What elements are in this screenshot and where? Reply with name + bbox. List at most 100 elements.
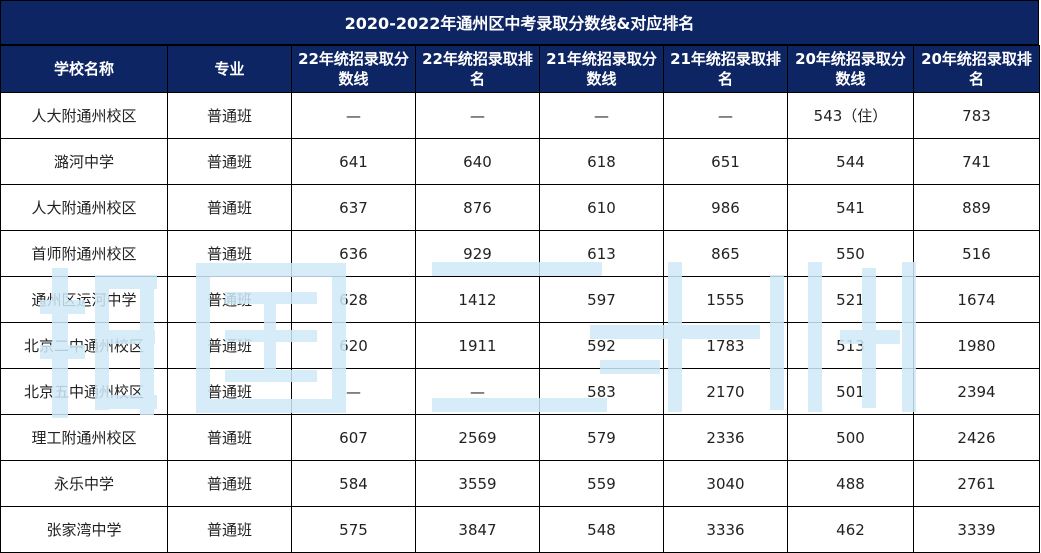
table-cell: 北京五中通州校区 bbox=[0, 368, 168, 415]
table-cell: 人大附通州校区 bbox=[0, 184, 168, 231]
table-cell: 783 bbox=[913, 92, 1040, 139]
table-cell: 理工附通州校区 bbox=[0, 414, 168, 461]
table-cell: 579 bbox=[539, 414, 664, 461]
table-row: 首师附通州校区 普通班 636 929 613 865 550 516 bbox=[0, 230, 1040, 277]
table-row: 通州区运河中学 普通班 628 1412 597 1555 521 1674 bbox=[0, 276, 1040, 323]
table-title: 2020-2022年通州区中考录取分数线&对应排名 bbox=[0, 0, 1039, 45]
table-cell: 普通班 bbox=[167, 322, 292, 369]
table-cell: — bbox=[539, 92, 664, 139]
table-cell: 521 bbox=[787, 276, 914, 323]
table-cell: 513 bbox=[787, 322, 914, 369]
score-table: 学校名称 专业 22年统招录取分数线 22年统招录取排名 21年统招录取分数线 … bbox=[0, 45, 1040, 553]
table-cell: 1783 bbox=[663, 322, 788, 369]
table-cell: 1674 bbox=[913, 276, 1040, 323]
table-cell: 普通班 bbox=[167, 414, 292, 461]
table-cell: 3559 bbox=[415, 460, 540, 507]
column-header: 专业 bbox=[167, 45, 292, 93]
table-cell: 651 bbox=[663, 138, 788, 185]
table-cell: 潞河中学 bbox=[0, 138, 168, 185]
table-cell: 3847 bbox=[415, 506, 540, 553]
table-cell: 2761 bbox=[913, 460, 1040, 507]
table-cell: 607 bbox=[291, 414, 416, 461]
table-cell: 741 bbox=[913, 138, 1040, 185]
table-cell: 2569 bbox=[415, 414, 540, 461]
table-cell: 张家湾中学 bbox=[0, 506, 168, 553]
table-cell: 北京二中通州校区 bbox=[0, 322, 168, 369]
table-cell: 876 bbox=[415, 184, 540, 231]
table-cell: — bbox=[291, 92, 416, 139]
table-row: 人大附通州校区 普通班 — — — — 543（住） 783 bbox=[0, 92, 1040, 139]
table-cell: 559 bbox=[539, 460, 664, 507]
table-cell: 普通班 bbox=[167, 92, 292, 139]
table-cell: 628 bbox=[291, 276, 416, 323]
table-cell: 543（住） bbox=[787, 92, 914, 139]
table-cell: 1555 bbox=[663, 276, 788, 323]
table-cell: — bbox=[663, 92, 788, 139]
table-cell: 620 bbox=[291, 322, 416, 369]
table-cell: 929 bbox=[415, 230, 540, 277]
table-cell: 889 bbox=[913, 184, 1040, 231]
table-cell: 865 bbox=[663, 230, 788, 277]
table-cell: 548 bbox=[539, 506, 664, 553]
table-cell: 2170 bbox=[663, 368, 788, 415]
table-cell: 636 bbox=[291, 230, 416, 277]
table-cell: 550 bbox=[787, 230, 914, 277]
table-row: 人大附通州校区 普通班 637 876 610 986 541 889 bbox=[0, 184, 1040, 231]
table-cell: 普通班 bbox=[167, 230, 292, 277]
table-cell: 普通班 bbox=[167, 506, 292, 553]
table-cell: 普通班 bbox=[167, 276, 292, 323]
column-header: 21年统招录取排名 bbox=[663, 45, 788, 93]
table-cell: 613 bbox=[539, 230, 664, 277]
table-cell: 637 bbox=[291, 184, 416, 231]
table-row: 理工附通州校区 普通班 607 2569 579 2336 500 2426 bbox=[0, 414, 1040, 461]
table-cell: 普通班 bbox=[167, 460, 292, 507]
table-cell: 544 bbox=[787, 138, 914, 185]
column-header: 20年统招录取排名 bbox=[913, 45, 1040, 93]
table-cell: 488 bbox=[787, 460, 914, 507]
table-cell: 2394 bbox=[913, 368, 1040, 415]
table-cell: 3336 bbox=[663, 506, 788, 553]
table-row: 北京五中通州校区 普通班 — — 583 2170 501 2394 bbox=[0, 368, 1040, 415]
table-cell: 1412 bbox=[415, 276, 540, 323]
column-header: 20年统招录取分数线 bbox=[787, 45, 914, 93]
table-cell: 584 bbox=[291, 460, 416, 507]
table-cell: 575 bbox=[291, 506, 416, 553]
table-cell: 986 bbox=[663, 184, 788, 231]
table-cell: 普通班 bbox=[167, 138, 292, 185]
table-cell: 1911 bbox=[415, 322, 540, 369]
table-cell: 541 bbox=[787, 184, 914, 231]
table-cell: 583 bbox=[539, 368, 664, 415]
table-cell: 3040 bbox=[663, 460, 788, 507]
table-cell: 640 bbox=[415, 138, 540, 185]
table-cell: 普通班 bbox=[167, 184, 292, 231]
table-cell: 通州区运河中学 bbox=[0, 276, 168, 323]
column-header: 学校名称 bbox=[0, 45, 168, 93]
table-cell: — bbox=[415, 92, 540, 139]
table-cell: 462 bbox=[787, 506, 914, 553]
table-cell: 610 bbox=[539, 184, 664, 231]
table-cell: 597 bbox=[539, 276, 664, 323]
table-cell: 普通班 bbox=[167, 368, 292, 415]
table-cell: 人大附通州校区 bbox=[0, 92, 168, 139]
table-cell: 永乐中学 bbox=[0, 460, 168, 507]
table-cell: 2336 bbox=[663, 414, 788, 461]
table-cell: — bbox=[415, 368, 540, 415]
table-row: 潞河中学 普通班 641 640 618 651 544 741 bbox=[0, 138, 1040, 185]
table-cell: 2426 bbox=[913, 414, 1040, 461]
table-row: 张家湾中学 普通班 575 3847 548 3336 462 3339 bbox=[0, 506, 1040, 553]
header-row: 学校名称 专业 22年统招录取分数线 22年统招录取排名 21年统招录取分数线 … bbox=[0, 45, 1040, 93]
table-cell: 500 bbox=[787, 414, 914, 461]
table-cell: 首师附通州校区 bbox=[0, 230, 168, 277]
column-header: 22年统招录取分数线 bbox=[291, 45, 416, 93]
table-cell: 592 bbox=[539, 322, 664, 369]
table-row: 永乐中学 普通班 584 3559 559 3040 488 2761 bbox=[0, 460, 1040, 507]
table-cell: 501 bbox=[787, 368, 914, 415]
table-cell: 516 bbox=[913, 230, 1040, 277]
table-cell: 618 bbox=[539, 138, 664, 185]
table-cell: 1980 bbox=[913, 322, 1040, 369]
table-cell: — bbox=[291, 368, 416, 415]
column-header: 22年统招录取排名 bbox=[415, 45, 540, 93]
table-row: 北京二中通州校区 普通班 620 1911 592 1783 513 1980 bbox=[0, 322, 1040, 369]
table-cell: 3339 bbox=[913, 506, 1040, 553]
